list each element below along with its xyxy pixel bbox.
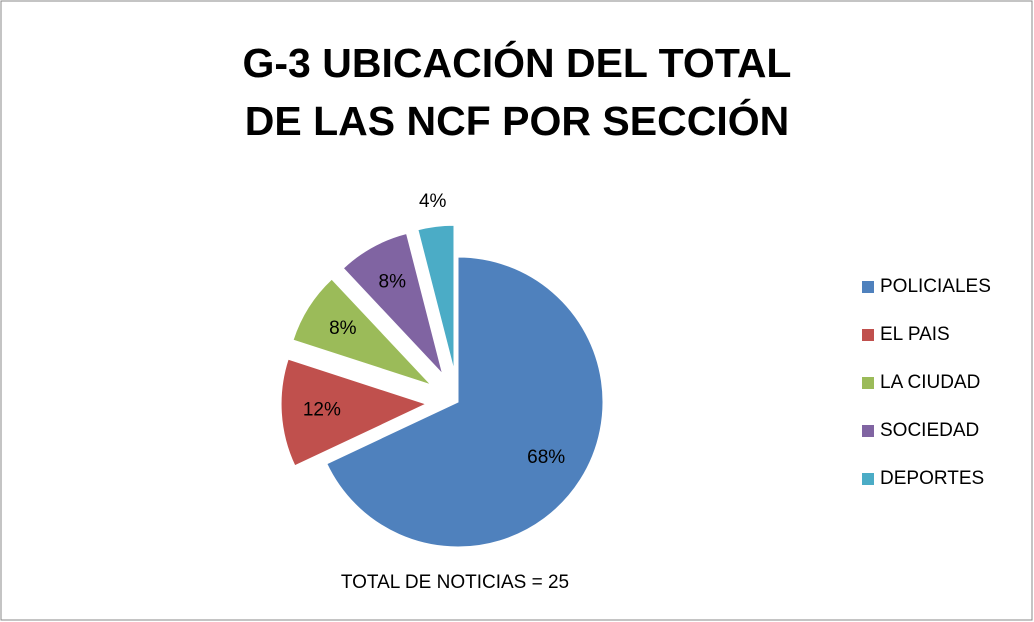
legend-swatch	[862, 473, 874, 485]
legend-swatch	[862, 329, 874, 341]
legend-label: SOCIEDAD	[880, 420, 979, 441]
data-label: 8%	[329, 318, 357, 339]
pie-slice	[280, 358, 428, 467]
legend-swatch	[862, 377, 874, 389]
legend-label: LA CIUDAD	[880, 372, 980, 393]
legend-swatch	[862, 425, 874, 437]
legend-swatch	[862, 281, 874, 293]
pie-slice	[342, 232, 444, 375]
data-label: 4%	[419, 191, 447, 212]
legend-label: DEPORTES	[880, 468, 984, 489]
legend-label: POLICIALES	[880, 276, 991, 297]
pie-slice	[417, 224, 455, 371]
data-label: 12%	[303, 400, 341, 421]
pie-slice	[292, 278, 432, 386]
chart-title: G-3 UBICACIÓN DEL TOTAL DE LAS NCF POR S…	[242, 40, 792, 144]
data-label: 8%	[379, 271, 407, 292]
legend-label: EL PAIS	[880, 324, 950, 345]
annotation: TOTAL DE NOTICIAS = 25	[341, 572, 569, 593]
data-label: 68%	[527, 447, 565, 468]
pie-slice	[326, 256, 604, 548]
